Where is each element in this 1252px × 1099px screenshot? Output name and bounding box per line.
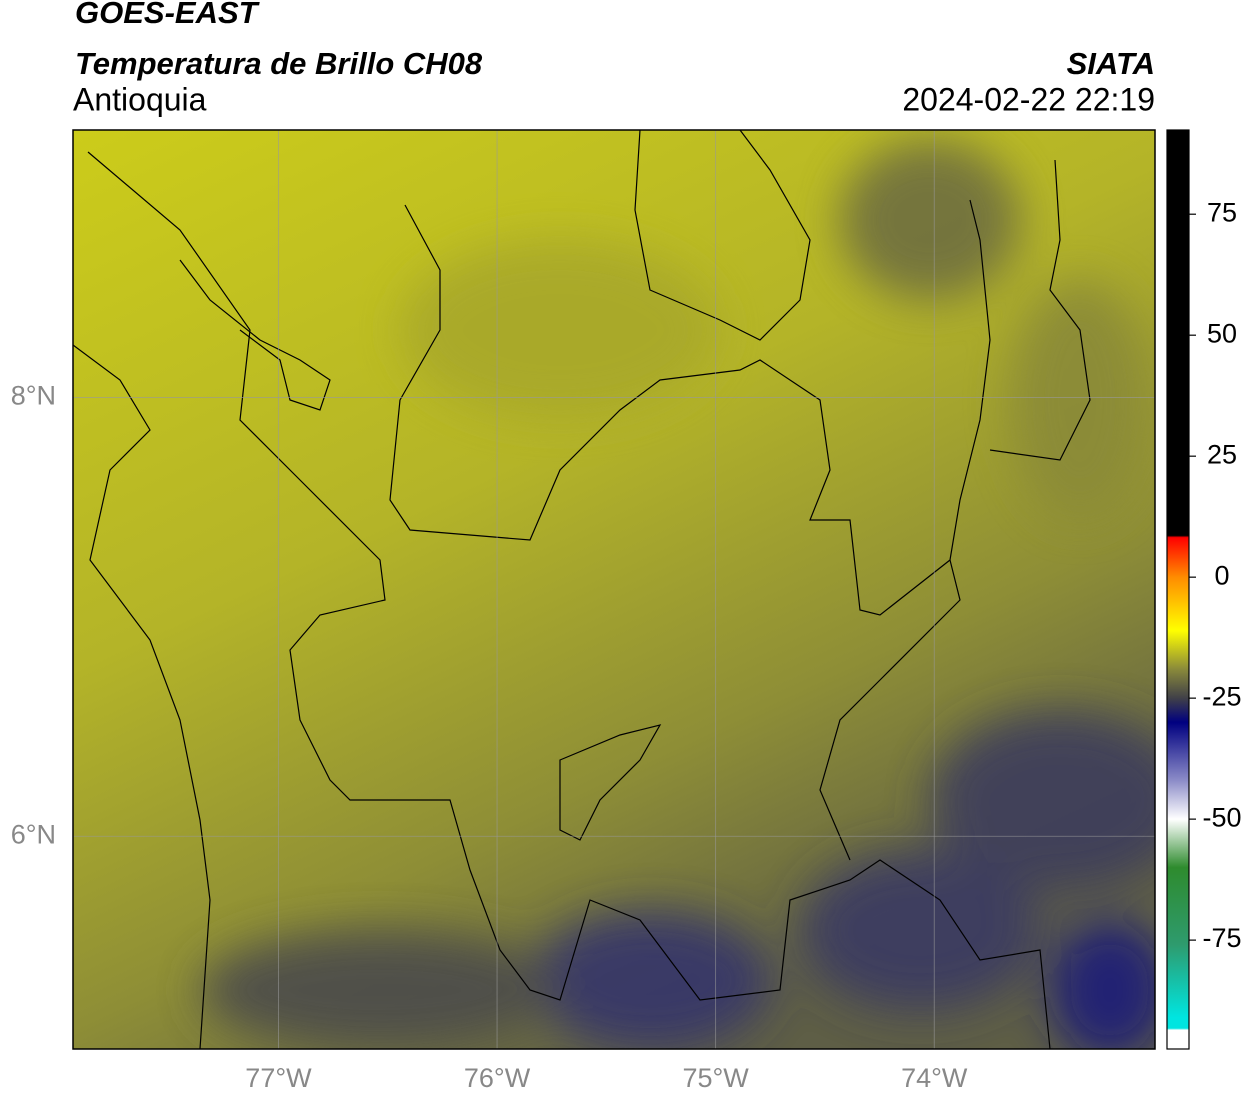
map-frame bbox=[72, 129, 1156, 1050]
colorbar-tick-label: -50 bbox=[1202, 802, 1241, 832]
datetime-label: 2024-02-22 22:19 bbox=[902, 81, 1155, 117]
product-title: Temperatura de Brillo CH08 bbox=[75, 46, 483, 81]
colorbar-tick-label: 0 bbox=[1214, 560, 1229, 590]
colorbar-tick-label: -25 bbox=[1202, 681, 1241, 711]
colorbar-tick-label: 75 bbox=[1207, 197, 1237, 227]
map-image bbox=[73, 130, 1155, 1049]
y-tick-label: 6°N bbox=[11, 819, 56, 849]
colorbar-tick-label: -75 bbox=[1202, 923, 1241, 953]
region-label: Antioquia bbox=[73, 81, 207, 117]
colorbar-tick-label: 50 bbox=[1207, 318, 1237, 348]
x-tick-label: 74°W bbox=[901, 1063, 968, 1093]
colorbar-tick-label: 25 bbox=[1207, 439, 1237, 469]
satellite-title: GOES-EAST bbox=[75, 0, 261, 30]
y-tick-label: 8°N bbox=[11, 381, 56, 411]
source-label: SIATA bbox=[1067, 46, 1155, 81]
x-tick-label: 77°W bbox=[245, 1063, 312, 1093]
colorbar bbox=[1166, 129, 1190, 1050]
x-tick-label: 75°W bbox=[682, 1063, 749, 1093]
x-tick-label: 76°W bbox=[464, 1063, 531, 1093]
